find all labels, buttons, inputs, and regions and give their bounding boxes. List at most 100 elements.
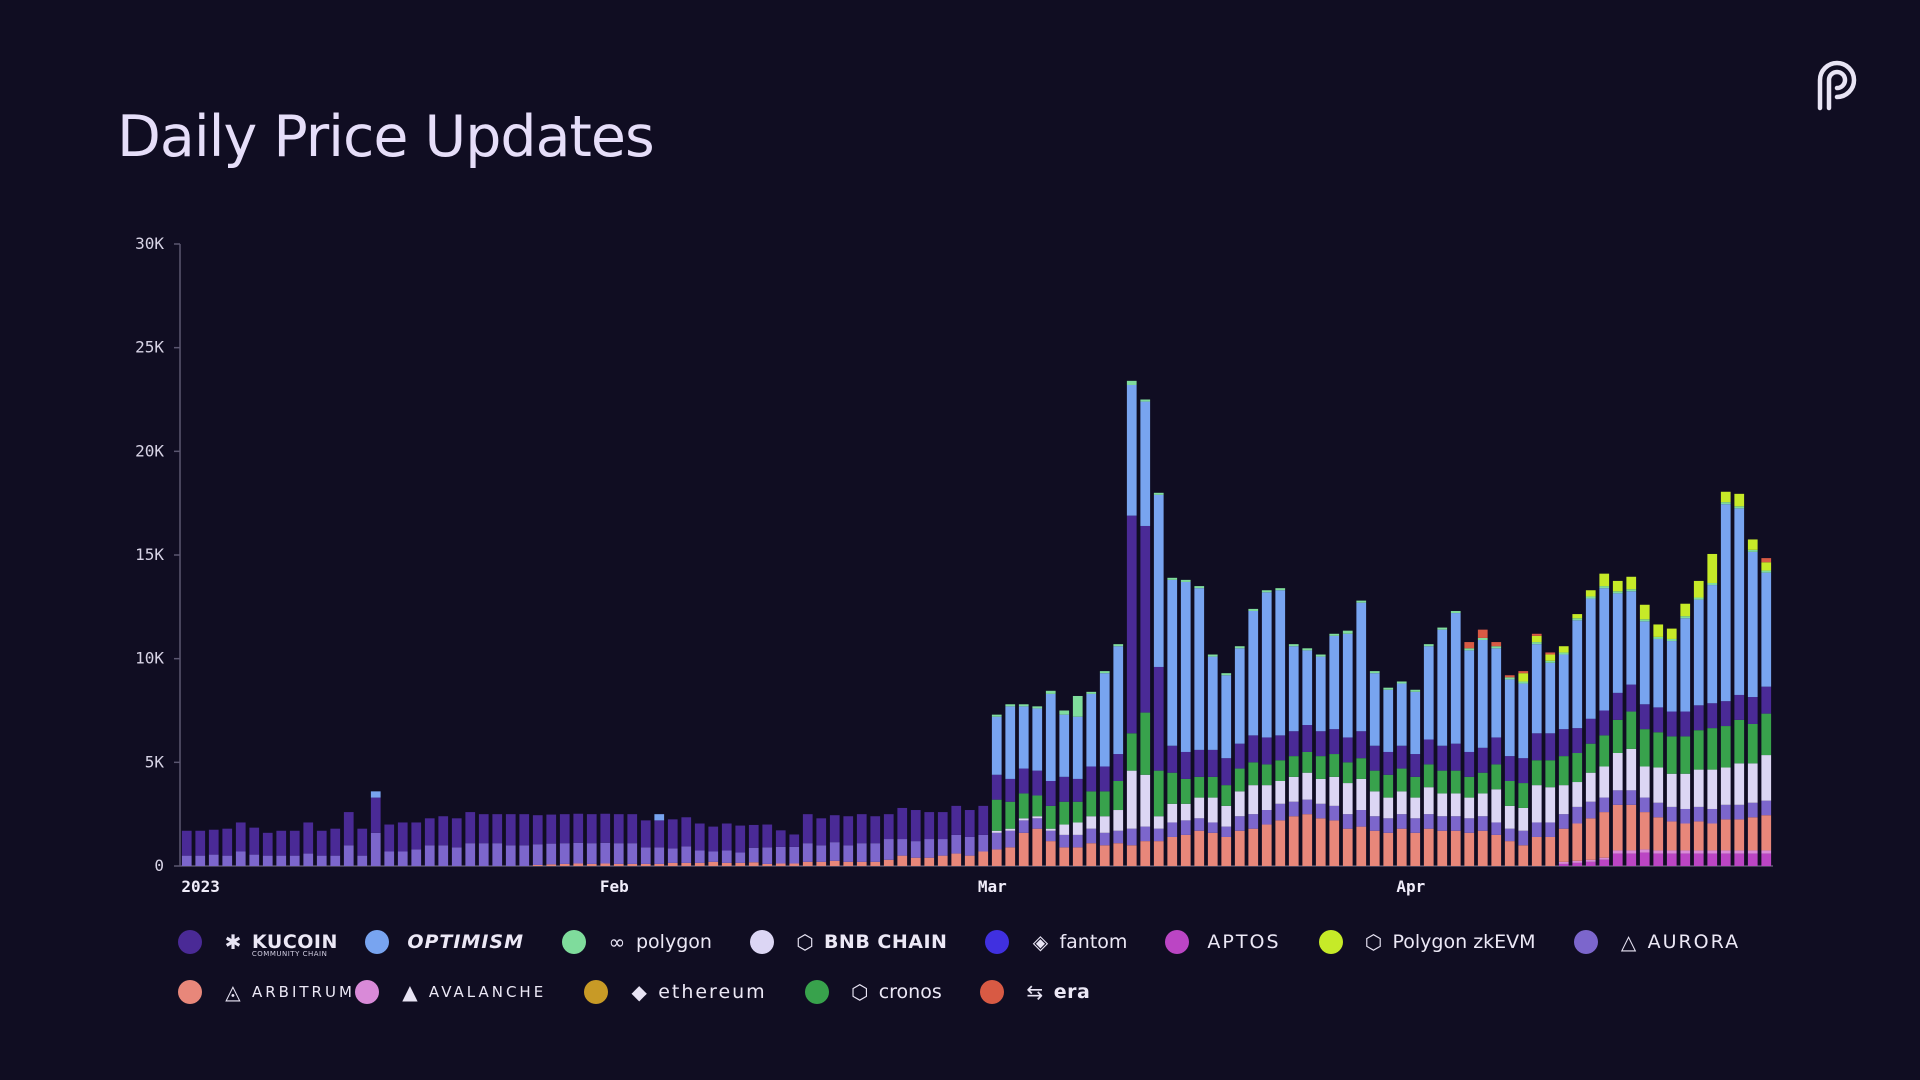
legend-label: KUCOIN bbox=[252, 931, 338, 953]
bar-segment-aurora bbox=[222, 855, 233, 866]
legend-swatch bbox=[178, 980, 202, 1004]
bar-segment-polygon bbox=[1734, 506, 1745, 509]
bar-stack bbox=[1275, 588, 1286, 866]
bar-segment-bnb-chain bbox=[1221, 805, 1232, 827]
bar-segment-polygon bbox=[1450, 610, 1461, 614]
bar-segment-arbitrum bbox=[883, 859, 894, 866]
bar-stack bbox=[370, 791, 381, 866]
bar-segment-arbitrum bbox=[586, 863, 597, 866]
bar-segment-polygon-zkevm bbox=[1518, 673, 1529, 682]
bar-stack bbox=[1045, 690, 1056, 866]
bar-stack bbox=[1194, 586, 1205, 866]
bar-segment-optimism bbox=[1153, 494, 1164, 667]
bar-segment-polygon bbox=[1572, 618, 1583, 621]
legend-item-kucoin: ✱ KUCOIN COMMUNITY CHAIN bbox=[178, 928, 337, 958]
bar-stack bbox=[856, 814, 867, 866]
bar-segment-cronos bbox=[1666, 736, 1677, 774]
bar-segment-aurora bbox=[883, 839, 894, 860]
polygon-zkevm-icon: ⬡ bbox=[1364, 930, 1383, 954]
bar-segment-polygon bbox=[1248, 608, 1259, 611]
legend-swatch bbox=[365, 930, 390, 954]
bar-segment-kucoin bbox=[1531, 733, 1542, 761]
bar-segment-cronos bbox=[1734, 719, 1745, 764]
bar-stack bbox=[1626, 576, 1637, 866]
bar-segment-polygon-zkevm bbox=[1531, 635, 1542, 643]
bar-segment-optimism bbox=[1639, 621, 1650, 705]
bar-stack bbox=[1032, 706, 1043, 866]
bar-segment-arbitrum bbox=[1585, 818, 1596, 860]
bar-segment-polygon bbox=[1153, 492, 1164, 495]
bar-segment-arbitrum bbox=[1572, 823, 1583, 861]
bar-segment-cronos bbox=[1423, 764, 1434, 788]
bar-stack bbox=[735, 825, 746, 866]
bar-segment-bnb-chain bbox=[1288, 776, 1299, 802]
bar-segment-kucoin bbox=[667, 819, 678, 849]
bar-segment-cronos bbox=[1464, 776, 1475, 798]
bar-segment-polygon bbox=[1666, 638, 1677, 642]
bar-segment-optimism bbox=[1558, 654, 1569, 730]
bar-segment-aurora bbox=[1018, 820, 1029, 833]
bar-segment-avalanche bbox=[1720, 850, 1731, 854]
bar-segment-kucoin bbox=[573, 813, 584, 843]
bar-segment-polygon bbox=[1491, 646, 1502, 649]
bar-segment-aurora bbox=[1383, 818, 1394, 833]
bar-segment-kucoin bbox=[1153, 666, 1164, 771]
bar-stack bbox=[411, 822, 422, 866]
bar-segment-aurora bbox=[1599, 797, 1610, 813]
bar-segment-arbitrum bbox=[1437, 830, 1448, 866]
bar-segment-aptos bbox=[1666, 853, 1677, 866]
bar-segment-aurora bbox=[1221, 826, 1232, 837]
ethereum-icon: ◆ bbox=[631, 980, 647, 1004]
bar-segment-aptos bbox=[1693, 853, 1704, 866]
bar-segment-optimism bbox=[1585, 598, 1596, 719]
bar-segment-cronos bbox=[1437, 770, 1448, 794]
bar-segment-aurora bbox=[438, 845, 449, 866]
legend-item-polygon-zkevm: ⬡ Polygon zkEVM bbox=[1318, 928, 1536, 956]
bars-group bbox=[181, 380, 1772, 866]
bar-segment-arbitrum bbox=[1518, 845, 1529, 866]
bar-segment-aurora bbox=[843, 845, 854, 862]
bar-segment-optimism bbox=[1275, 590, 1286, 736]
bar-stack bbox=[276, 830, 287, 866]
bar-stack bbox=[1288, 644, 1299, 866]
bar-segment-aurora bbox=[370, 832, 381, 866]
bar-segment-arbitrum bbox=[1707, 823, 1718, 851]
bar-segment-arbitrum bbox=[1248, 828, 1259, 866]
bar-stack bbox=[1234, 646, 1245, 866]
bar-segment-optimism bbox=[1464, 650, 1475, 752]
bar-segment-cronos bbox=[1288, 756, 1299, 777]
bar-segment-aurora bbox=[546, 843, 557, 865]
bar-segment-optimism bbox=[654, 814, 665, 821]
bar-segment-kucoin bbox=[1369, 745, 1380, 771]
bar-segment-polygon bbox=[1315, 654, 1326, 657]
legend-swatch bbox=[985, 930, 1010, 954]
bar-segment-arbitrum bbox=[1045, 841, 1056, 866]
bar-segment-polygon bbox=[1086, 691, 1097, 694]
legend-label: AVALANCHE bbox=[428, 983, 547, 1001]
bar-segment-aurora bbox=[465, 843, 476, 866]
bar-stack bbox=[789, 834, 800, 866]
bar-segment-cronos bbox=[1747, 723, 1758, 764]
bar-segment-arbitrum bbox=[681, 862, 692, 866]
bar-segment-bnb-chain bbox=[1531, 785, 1542, 823]
y-tick-label: 5K bbox=[145, 752, 165, 771]
bar-segment-cronos bbox=[1342, 762, 1353, 784]
y-tick-label: 20K bbox=[135, 441, 164, 460]
y-tick-label: 15K bbox=[135, 545, 164, 564]
bar-segment-bnb-chain bbox=[1626, 748, 1637, 791]
bar-segment-aptos bbox=[1734, 853, 1745, 866]
bar-stack bbox=[708, 826, 719, 866]
bar-segment-kucoin bbox=[991, 774, 1002, 800]
bar-segment-kucoin bbox=[694, 823, 705, 851]
bar-segment-kucoin bbox=[775, 830, 786, 847]
bar-segment-arbitrum bbox=[1099, 845, 1110, 866]
bar-segment-bnb-chain bbox=[1261, 785, 1272, 811]
bar-stack bbox=[1005, 704, 1016, 866]
bar-segment-kucoin bbox=[519, 814, 530, 846]
bar-stack bbox=[1666, 628, 1677, 866]
bar-segment-aurora bbox=[1032, 818, 1043, 829]
bar-segment-arbitrum bbox=[1086, 843, 1097, 866]
bar-segment-polygon bbox=[1180, 579, 1191, 582]
bar-segment-arbitrum bbox=[978, 851, 989, 866]
bar-segment-cronos bbox=[1410, 776, 1421, 798]
